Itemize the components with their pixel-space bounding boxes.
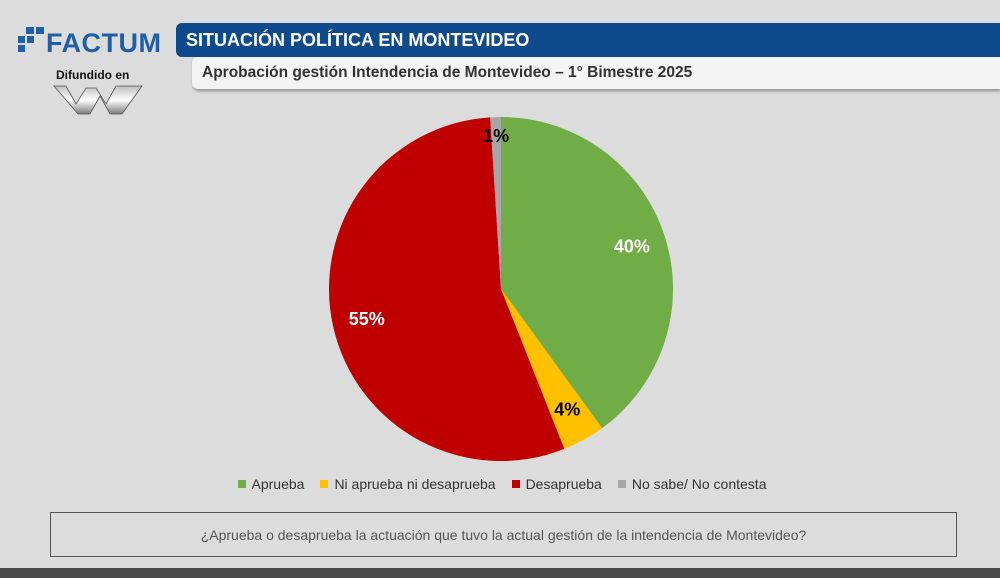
page-title: SITUACIÓN POLÍTICA EN MONTEVIDEO	[176, 23, 1000, 57]
legend-label: No sabe/ No contesta	[631, 476, 767, 492]
legend-swatch	[617, 480, 626, 488]
legend-swatch	[320, 480, 329, 488]
pie-slice-aprueba	[501, 117, 673, 429]
chart-subtitle: Aprobación gestión Intendencia de Montev…	[192, 57, 1000, 89]
legend-item-no-sabe: No sabe/ No contesta	[617, 476, 767, 492]
legend-label: Ni aprueba ni desaprueba	[334, 476, 496, 492]
pie-slice-no-sabe-no-contesta	[490, 117, 501, 289]
data-label: 4%	[554, 400, 580, 420]
survey-question-text: ¿Aprueba o desaprueba la actuación que t…	[200, 526, 807, 543]
pie-slice-desaprueba	[329, 117, 565, 461]
legend-item-desaprueba: Desaprueba	[511, 476, 602, 492]
chart-legend: Aprueba Ni aprueba ni desaprueba Desapru…	[0, 474, 1000, 494]
w-logo-icon	[53, 85, 143, 115]
factum-brand: FACTUM	[46, 28, 162, 58]
survey-question: ¿Aprueba o desaprueba la actuación que t…	[50, 512, 957, 557]
data-label: 40%	[614, 236, 650, 256]
legend-swatch	[511, 480, 520, 488]
data-label: 1%	[483, 126, 509, 146]
legend-swatch	[237, 480, 246, 488]
factum-squares-icon	[18, 27, 44, 52]
pie-slice-ni-aprueba-ni-desaprueba	[501, 289, 603, 449]
logo-tagline: Difundido en	[56, 68, 130, 82]
legend-label: Aprueba	[251, 476, 305, 492]
legend-label: Desaprueba	[525, 476, 602, 492]
data-label: 55%	[349, 309, 385, 329]
legend-item-aprueba: Aprueba	[237, 476, 305, 492]
legend-item-ni-aprueba: Ni aprueba ni desaprueba	[320, 476, 496, 492]
bottom-bar	[0, 568, 1000, 578]
